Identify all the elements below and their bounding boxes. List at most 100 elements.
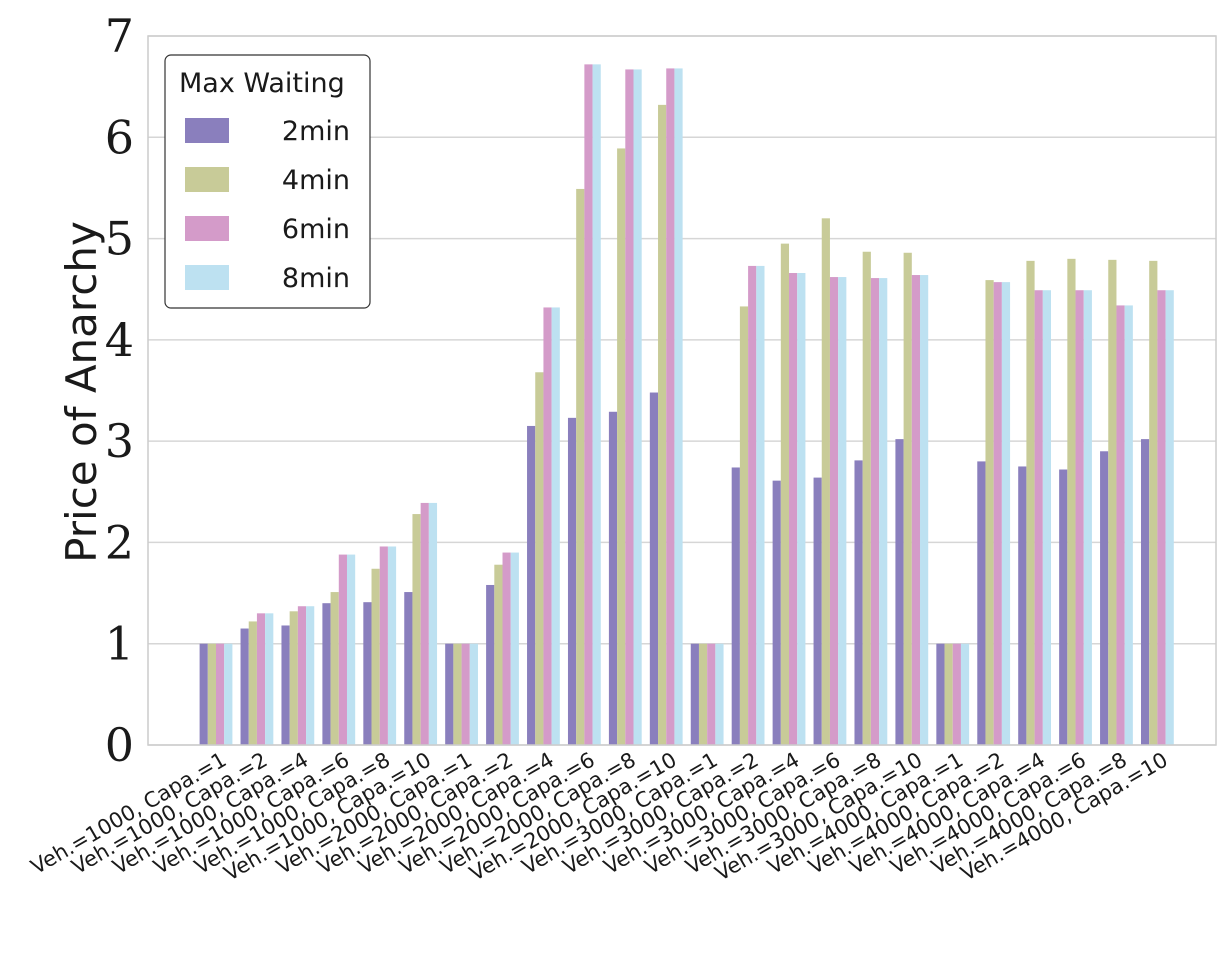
bar <box>453 643 462 745</box>
y-axis-label: Price of Anarchy <box>57 221 106 563</box>
y-tick-label: 2 <box>105 515 134 569</box>
bar <box>1018 466 1027 745</box>
bar <box>1001 282 1011 745</box>
bar <box>1116 305 1125 745</box>
bar <box>789 273 798 745</box>
bar <box>936 643 945 745</box>
bar <box>911 275 921 745</box>
legend-title: Max Waiting <box>179 68 345 99</box>
bar <box>625 69 634 745</box>
bar <box>281 625 290 745</box>
bar <box>649 392 659 745</box>
bar <box>854 460 863 745</box>
bar <box>1100 451 1109 745</box>
bar <box>445 643 454 745</box>
bar <box>797 273 806 745</box>
bar <box>494 564 503 745</box>
bar <box>739 306 749 745</box>
bar <box>412 514 421 745</box>
bar <box>1140 439 1150 745</box>
legend-swatch <box>185 265 229 290</box>
bar <box>731 467 740 745</box>
bar <box>551 307 560 745</box>
bar <box>977 461 986 745</box>
bar <box>248 621 257 745</box>
bar <box>952 643 961 745</box>
bar <box>346 554 356 745</box>
bar <box>584 64 593 746</box>
bar <box>265 613 274 745</box>
y-axis-ticks: 0 1 2 3 4 5 6 7 <box>105 9 134 772</box>
bar <box>486 584 495 745</box>
bar <box>748 265 757 745</box>
bar <box>1034 290 1043 745</box>
bar <box>698 643 708 745</box>
bar <box>371 568 380 745</box>
bar <box>240 628 249 745</box>
y-tick-label: 1 <box>105 617 134 671</box>
bar <box>1157 290 1166 745</box>
bar <box>862 251 871 745</box>
bar <box>527 425 536 745</box>
bar <box>1059 469 1068 745</box>
bar <box>715 643 724 745</box>
bar <box>1165 290 1174 745</box>
bar <box>576 188 585 746</box>
bar <box>772 480 781 745</box>
bar <box>420 502 429 745</box>
bar <box>306 606 315 745</box>
bar <box>633 69 642 745</box>
legend-swatch <box>185 167 229 192</box>
bar <box>428 502 438 745</box>
bar <box>592 64 601 746</box>
bar <box>567 417 577 745</box>
bar <box>1075 290 1084 745</box>
bar <box>821 218 830 746</box>
legend-items: 2min 4min 6min 8min <box>185 116 350 294</box>
bar <box>289 611 298 745</box>
legend-swatch <box>185 216 229 241</box>
bar <box>1067 258 1076 745</box>
bars-group <box>199 64 1174 746</box>
bar <box>502 552 511 745</box>
bar <box>658 104 667 746</box>
bar <box>379 546 388 745</box>
bar <box>1108 259 1117 745</box>
bar <box>338 554 347 745</box>
y-tick-label: 7 <box>105 9 134 63</box>
bar <box>469 643 478 745</box>
bar <box>985 280 994 745</box>
bar <box>674 68 683 745</box>
bar <box>404 592 413 745</box>
bar <box>216 643 225 745</box>
y-tick-label: 4 <box>105 313 134 367</box>
bar <box>879 278 888 745</box>
bar <box>944 643 953 745</box>
legend-label: 8min <box>282 263 350 294</box>
bar <box>199 643 208 745</box>
bar <box>895 439 904 745</box>
bar <box>543 307 552 745</box>
legend-label: 2min <box>282 116 350 147</box>
bar <box>870 278 880 745</box>
bar <box>207 643 216 745</box>
bar <box>297 606 307 745</box>
bar <box>608 411 618 745</box>
bar <box>993 282 1002 745</box>
bar <box>535 372 544 745</box>
bar <box>330 592 339 745</box>
bar <box>1124 305 1133 745</box>
bar <box>1026 260 1035 745</box>
bar <box>387 546 397 745</box>
legend-label: 6min <box>282 214 350 245</box>
bar <box>780 243 790 745</box>
bar <box>666 68 675 745</box>
bar <box>461 643 470 745</box>
legend-label: 4min <box>282 165 350 196</box>
bar <box>960 643 970 745</box>
bar <box>707 643 716 745</box>
bar <box>920 275 929 745</box>
bar <box>1083 290 1092 745</box>
